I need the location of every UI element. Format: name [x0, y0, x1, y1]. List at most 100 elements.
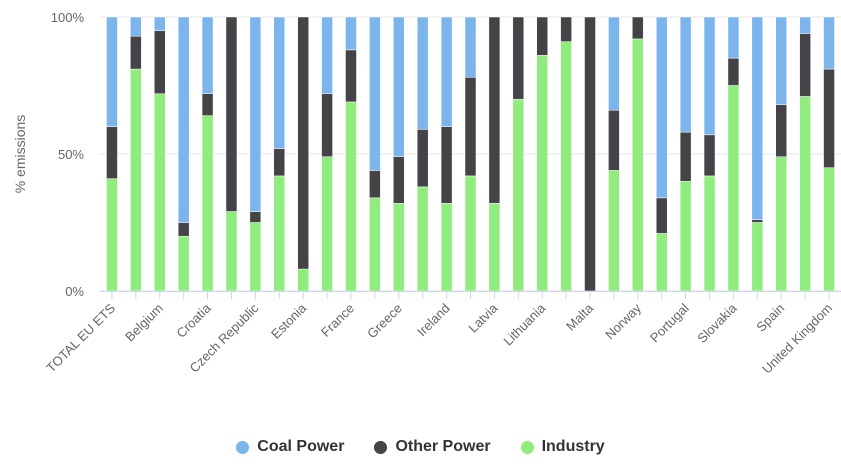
bar-segment-industry[interactable] — [560, 41, 572, 292]
bar-segment-other-power[interactable] — [177, 222, 190, 237]
bar-segment-industry[interactable] — [201, 115, 214, 292]
bar-segment-other-power[interactable] — [130, 35, 142, 70]
legend-item-other-power[interactable]: Other Power — [374, 438, 491, 456]
bar-segment-other-power[interactable] — [321, 93, 333, 157]
bar-segment-industry[interactable] — [799, 96, 811, 292]
bar-segment-coal-power[interactable] — [440, 16, 453, 127]
bar-segment-coal-power[interactable] — [345, 16, 357, 51]
bar-segment-industry[interactable] — [106, 178, 118, 292]
bar-segment-coal-power[interactable] — [321, 16, 333, 94]
bar-segment-industry[interactable] — [464, 175, 477, 292]
bar-segment-coal-power[interactable] — [130, 16, 142, 37]
bar-segment-other-power[interactable] — [106, 126, 118, 179]
bar-segment-coal-power[interactable] — [751, 16, 764, 221]
bar-segment-other-power[interactable] — [823, 68, 835, 168]
bar-segment-coal-power[interactable] — [154, 16, 166, 31]
x-tick-label: Norway — [602, 300, 644, 342]
bar-segment-coal-power[interactable] — [464, 16, 477, 78]
bar-segment-other-power[interactable] — [154, 30, 166, 94]
bar-segment-other-power[interactable] — [655, 197, 668, 234]
bar-segment-coal-power[interactable] — [727, 16, 740, 59]
bar-segment-coal-power[interactable] — [608, 16, 620, 111]
bar-segment-coal-power[interactable] — [177, 16, 190, 223]
bar-segment-industry[interactable] — [416, 186, 429, 292]
bar-segment-industry[interactable] — [751, 222, 764, 292]
bar-segment-industry[interactable] — [440, 203, 453, 292]
bar-segment-other-power[interactable] — [297, 16, 309, 270]
bar-segment-industry[interactable] — [321, 156, 333, 292]
bar-segment-industry[interactable] — [775, 156, 787, 292]
x-tick-label: Portugal — [647, 300, 692, 345]
bar-segment-industry[interactable] — [130, 68, 142, 292]
bar-segment-other-power[interactable] — [751, 219, 764, 223]
bar-segment-industry[interactable] — [536, 55, 548, 292]
bar-segment-industry[interactable] — [297, 268, 309, 292]
bar-segment-other-power[interactable] — [799, 33, 811, 97]
bar-segment-other-power[interactable] — [584, 16, 596, 292]
bar-segment-other-power[interactable] — [703, 134, 716, 177]
bar-segment-industry[interactable] — [177, 235, 190, 292]
bar-segment-other-power[interactable] — [512, 16, 525, 100]
bar-segment-other-power[interactable] — [393, 156, 405, 204]
bar-segment-coal-power[interactable] — [106, 16, 118, 127]
bar-segment-other-power[interactable] — [632, 16, 644, 40]
bar-segment-coal-power[interactable] — [369, 16, 381, 171]
bar-segment-industry[interactable] — [727, 85, 740, 292]
bar-segment-coal-power[interactable] — [703, 16, 716, 136]
bar-segment-industry[interactable] — [369, 197, 381, 292]
bar-segment-other-power[interactable] — [536, 16, 548, 56]
legend-item-industry[interactable]: Industry — [520, 438, 605, 456]
stacked-bar-chart: 0% 50% 100% % emissions TOTAL EU ETS Belgium C… — [12, 10, 841, 377]
bar-segment-industry[interactable] — [249, 222, 262, 292]
bar-segment-industry[interactable] — [273, 175, 286, 292]
bar-segment-other-power[interactable] — [608, 109, 620, 171]
bar-segment-industry[interactable] — [345, 101, 357, 292]
bar-segment-coal-power[interactable] — [249, 16, 262, 212]
legend: Coal Power Other Power Industry — [0, 438, 841, 456]
x-tick-label: TOTAL EU ETS — [43, 300, 118, 375]
bar-segment-industry[interactable] — [655, 233, 668, 292]
bar-segment-industry[interactable] — [608, 170, 620, 292]
bar-segment-coal-power[interactable] — [201, 16, 214, 94]
bar-segment-other-power[interactable] — [464, 77, 477, 177]
bar-segment-other-power[interactable] — [249, 211, 262, 223]
legend-dot-coal-power — [236, 440, 250, 454]
x-tick-label: Croatia — [173, 300, 214, 341]
bar-segment-coal-power[interactable] — [273, 16, 286, 149]
bar-segment-other-power[interactable] — [440, 126, 453, 204]
bar-segment-coal-power[interactable] — [416, 16, 429, 130]
bar-segment-coal-power[interactable] — [393, 16, 405, 157]
bar-segment-other-power[interactable] — [560, 16, 572, 42]
legend-label-industry: Industry — [541, 438, 605, 455]
bar-segment-coal-power[interactable] — [655, 16, 668, 199]
bar-segment-coal-power[interactable] — [679, 16, 692, 133]
bar-segment-other-power[interactable] — [679, 131, 692, 182]
bar-segment-other-power[interactable] — [488, 16, 501, 204]
bar-segment-coal-power[interactable] — [775, 16, 787, 105]
x-tick-label: Greece — [364, 301, 405, 342]
bar-segment-industry[interactable] — [703, 175, 716, 292]
bar-segment-industry[interactable] — [488, 203, 501, 292]
x-tick-label: Ireland — [414, 301, 453, 340]
y-tick-label: 100% — [51, 10, 85, 25]
bar-segment-other-power[interactable] — [416, 129, 429, 188]
bar-segment-coal-power[interactable] — [823, 16, 835, 70]
legend-dot-industry — [520, 440, 534, 454]
bar-segment-other-power[interactable] — [775, 104, 787, 157]
bar-segment-industry[interactable] — [393, 203, 405, 292]
legend-item-coal-power[interactable]: Coal Power — [236, 438, 344, 456]
bar-segment-other-power[interactable] — [201, 93, 214, 116]
bar-segment-coal-power[interactable] — [799, 16, 811, 34]
bar-segment-industry[interactable] — [632, 38, 644, 292]
bar-segment-other-power[interactable] — [345, 49, 357, 103]
bar-segment-other-power[interactable] — [225, 16, 238, 212]
x-tick-label: Belgium — [122, 301, 166, 345]
bar-segment-industry[interactable] — [679, 181, 692, 292]
bar-segment-industry[interactable] — [823, 167, 835, 292]
bar-segment-industry[interactable] — [512, 98, 525, 292]
bar-segment-industry[interactable] — [225, 211, 238, 292]
bar-segment-industry[interactable] — [154, 93, 166, 292]
bar-segment-other-power[interactable] — [727, 57, 740, 86]
bar-segment-other-power[interactable] — [273, 148, 286, 177]
bar-segment-other-power[interactable] — [369, 170, 381, 199]
